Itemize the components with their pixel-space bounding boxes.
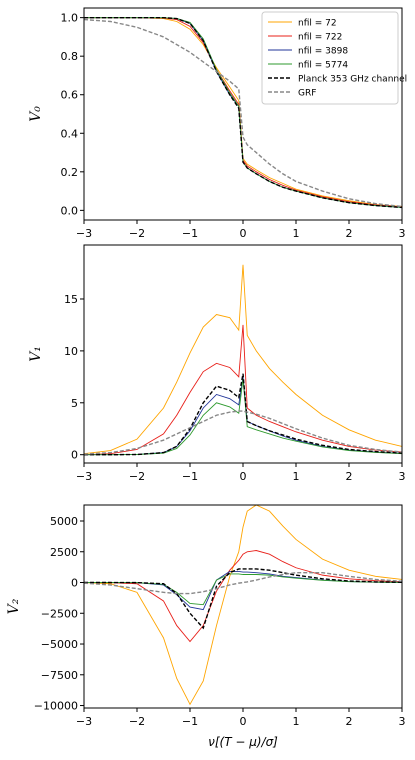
series-line [83,571,403,595]
series-line [84,16,403,209]
y-axis-label: V₁ [28,346,44,362]
plot-frame [83,504,403,709]
x-tick-label: 3 [399,470,406,483]
y-tick-label: −5000 [41,638,78,651]
y-tick-label: 0.4 [61,127,79,140]
x-tick-label: 1 [293,470,300,483]
y-tick-label: 0.0 [61,204,79,217]
legend-label: Planck 353 GHz channel [298,75,407,85]
series-line [84,568,403,630]
x-tick-label: 0 [240,715,247,728]
y-tick-label: 1.0 [61,12,79,25]
x-tick-label: 1 [293,227,300,240]
series-line [83,504,403,706]
y-tick-label: 5000 [50,515,78,528]
plot-frame [83,244,403,464]
x-tick-label: −2 [129,227,145,240]
x-tick-label: 2 [346,227,353,240]
x-tick-label: −3 [76,470,92,483]
series-line [83,410,403,455]
series-line [83,264,403,455]
x-tick-label: 0 [240,470,247,483]
x-tick-label: −3 [76,715,92,728]
x-tick-label: 0 [240,227,247,240]
x-tick-label: −1 [182,470,198,483]
series-line [83,324,403,456]
legend-box [261,11,399,105]
x-tick-label: 2 [346,470,353,483]
y-tick-label: 0 [71,449,78,462]
y-axis-label: V₂ [6,598,22,614]
legend-label: nfil = 3898 [298,47,348,57]
series-line [83,18,403,208]
y-tick-label: 0 [71,577,78,590]
x-tick-label: 1 [293,715,300,728]
x-tick-label: 2 [346,715,353,728]
y-axis-label: V₀ [28,106,44,122]
x-tick-label: −1 [182,715,198,728]
x-tick-label: 3 [399,715,406,728]
series-line [84,373,403,456]
x-tick-label: −3 [76,227,92,240]
series-line [84,376,403,456]
series-line [83,550,403,643]
x-axis-label: ν[(T − μ)/σ] [208,735,278,749]
plot-frame [83,7,403,221]
y-tick-label: 0.2 [61,166,79,179]
x-tick-label: −2 [129,470,145,483]
y-tick-label: −7500 [41,669,78,682]
y-tick-label: 10 [64,345,78,358]
legend-label: GRF [298,89,316,99]
y-tick-label: 15 [64,293,78,306]
y-tick-label: 5 [71,397,78,410]
series-line [84,378,403,456]
y-tick-label: 0.8 [61,50,79,63]
y-tick-label: 2500 [50,546,78,559]
y-tick-label: −2500 [41,607,78,620]
x-tick-label: −1 [182,227,198,240]
y-tick-label: 0.6 [61,89,79,102]
legend-label: nfil = 722 [298,33,342,43]
series-line [84,573,403,606]
x-tick-label: −2 [129,715,145,728]
x-tick-label: 3 [399,227,406,240]
y-tick-label: −10000 [34,700,78,713]
legend-label: nfil = 5774 [298,61,348,71]
legend-label: nfil = 72 [298,19,337,29]
